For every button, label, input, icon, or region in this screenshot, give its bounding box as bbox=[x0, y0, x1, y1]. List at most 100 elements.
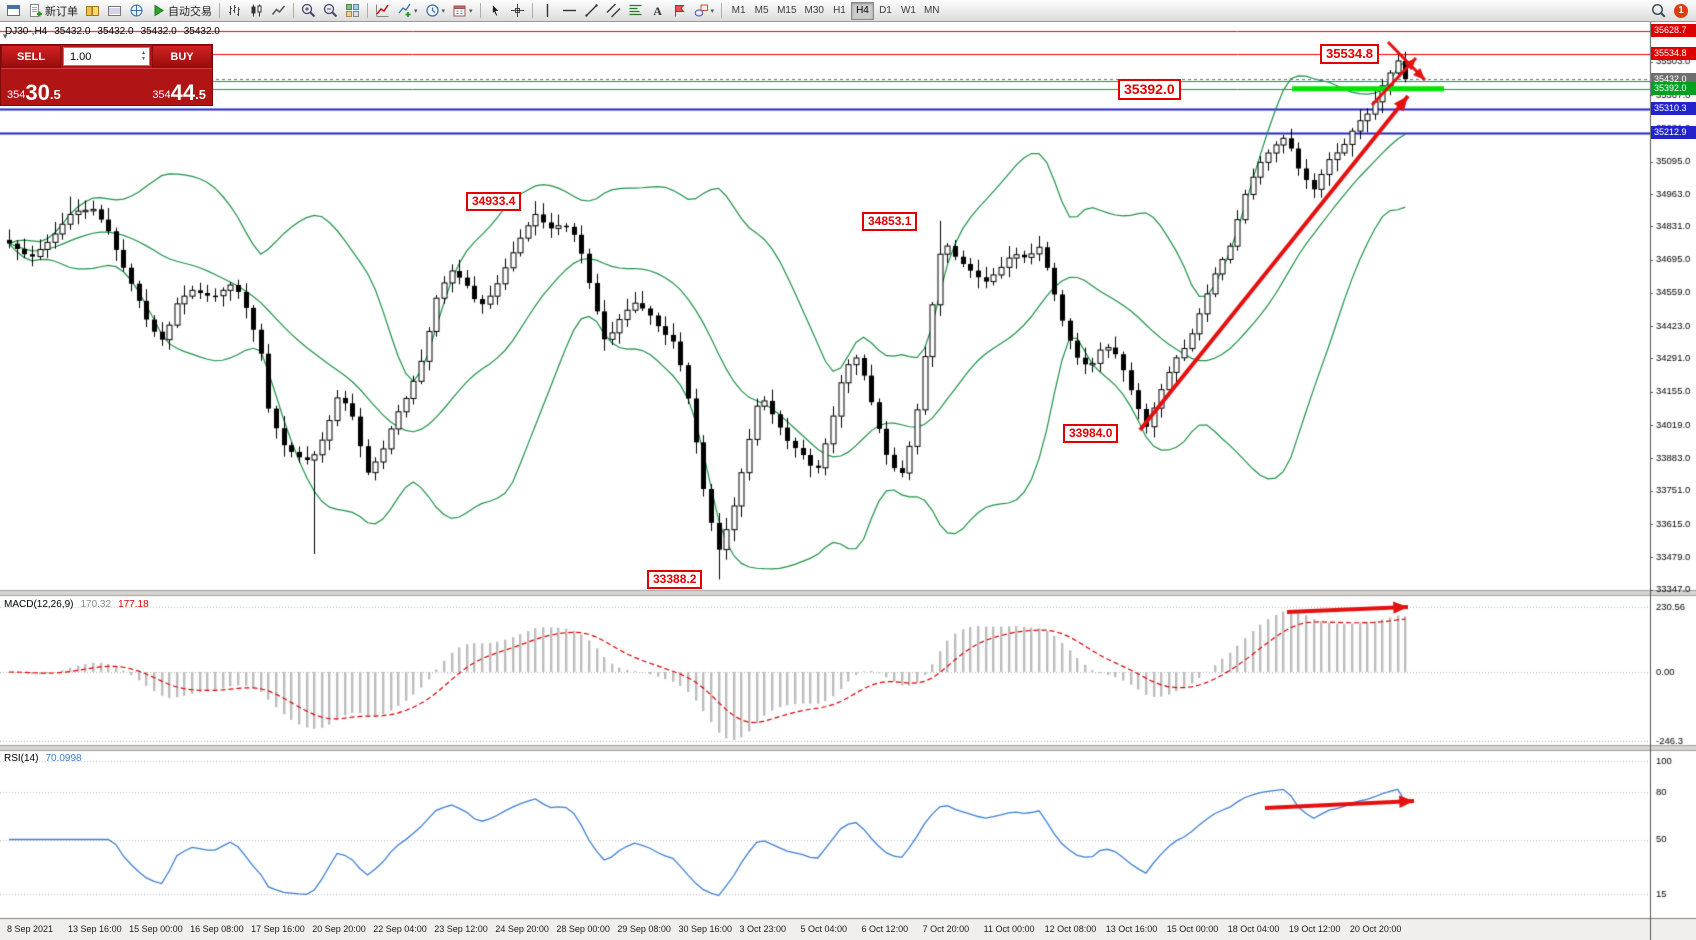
time-axis-label: 11 Oct 00:00 bbox=[983, 924, 1035, 934]
time-axis-label: 30 Sep 16:00 bbox=[678, 924, 732, 934]
time-axis-label: 28 Sep 00:00 bbox=[556, 924, 610, 934]
price-annotation[interactable]: 34853.1 bbox=[862, 212, 918, 232]
price-axis-badge: 35212.9 bbox=[1651, 126, 1696, 139]
templates-button[interactable]: ▾ bbox=[449, 1, 476, 21]
zoom-out-button[interactable] bbox=[320, 1, 341, 21]
main-toolbar: 新订单 自动交易 ▾ ▾ ▾ A ▾ M1 M5 M15 M30 H1 H4 D1 W1 MN 1 bbox=[0, 0, 1696, 22]
timeframe-button-m15[interactable]: M15 bbox=[773, 2, 800, 20]
buy-button[interactable]: BUY bbox=[152, 45, 212, 68]
time-axis-label: 8 Sep 2021 bbox=[7, 924, 54, 934]
time-axis-label: 19 Oct 12:00 bbox=[1288, 924, 1341, 934]
new-order-button-label: 新订单 bbox=[45, 5, 78, 18]
macd-indicator-label: MACD(12,26,9) 170.32 177.18 bbox=[4, 599, 149, 610]
dropdown-arrow-icon: ▾ bbox=[441, 7, 446, 15]
buy-price-big: 44 bbox=[170, 80, 196, 106]
zoom-in-button[interactable] bbox=[298, 1, 319, 21]
sell-price: 354 30.5 bbox=[1, 69, 107, 105]
time-axis-label: 18 Oct 04:00 bbox=[1227, 924, 1280, 934]
tile-windows-button[interactable] bbox=[342, 1, 363, 21]
timeframe-button-h4[interactable]: H4 bbox=[850, 1, 874, 20]
horizontal-line-button[interactable] bbox=[559, 1, 580, 21]
autotrading-button-label: 自动交易 bbox=[168, 5, 212, 18]
new-order-button[interactable]: 新订单 bbox=[25, 1, 81, 21]
sell-price-big: 30 bbox=[25, 80, 50, 106]
time-axis-label: 29 Sep 08:00 bbox=[617, 924, 671, 934]
timeframe-button-m1[interactable]: M1 bbox=[727, 2, 750, 20]
line-chart-button[interactable] bbox=[268, 1, 289, 21]
spinner-up-icon[interactable]: ▲ bbox=[141, 50, 146, 56]
toolbar-buttons: 新订单 自动交易 ▾ ▾ ▾ A ▾ bbox=[3, 1, 725, 21]
ohlc-open: 35432.0 bbox=[54, 26, 91, 37]
rsi-name: RSI(14) bbox=[4, 753, 39, 764]
crosshair-button[interactable] bbox=[507, 1, 528, 21]
navigator-icon[interactable] bbox=[126, 1, 147, 21]
timeframe-button-m30[interactable]: M30 bbox=[801, 2, 828, 20]
dropdown-arrow-icon: ▾ bbox=[710, 7, 715, 15]
price-annotation[interactable]: 35534.8 bbox=[1320, 44, 1379, 65]
notification-badge[interactable]: 1 bbox=[1674, 3, 1688, 18]
chart-window-icon[interactable] bbox=[3, 1, 24, 21]
price-annotation[interactable]: 33388.2 bbox=[647, 570, 703, 590]
time-axis-label: 5 Oct 04:00 bbox=[800, 924, 848, 934]
chart-canvas[interactable] bbox=[0, 22, 1696, 940]
periods-button[interactable]: ▾ bbox=[422, 1, 449, 21]
time-axis-label: 13 Oct 16:00 bbox=[1105, 924, 1158, 934]
search-icon[interactable] bbox=[1648, 1, 1669, 21]
one-click-collapse-arrow[interactable]: ▾ bbox=[3, 31, 8, 41]
toolbar-separator bbox=[531, 3, 533, 18]
price-annotation[interactable]: 35392.0 bbox=[1118, 79, 1181, 101]
time-axis-label: 20 Oct 20:00 bbox=[1349, 924, 1402, 934]
symbol-period-label: DJ30-,H4 bbox=[5, 26, 48, 37]
timeframe-button-mn[interactable]: MN bbox=[920, 2, 944, 20]
label-button[interactable] bbox=[669, 1, 690, 21]
timeframe-button-m5[interactable]: M5 bbox=[750, 2, 773, 20]
vertical-line-button[interactable] bbox=[537, 1, 558, 21]
timeframe-button-h1[interactable]: H1 bbox=[828, 2, 851, 20]
toolbar-separator bbox=[367, 3, 368, 18]
data-window-icon[interactable] bbox=[104, 1, 125, 21]
macd-main-value: 170.32 bbox=[80, 599, 112, 610]
price-annotation[interactable]: 33984.0 bbox=[1063, 424, 1119, 444]
time-axis-label: 24 Sep 20:00 bbox=[495, 924, 549, 934]
macd-signal-value: 177.18 bbox=[118, 599, 149, 610]
time-axis-label: 15 Sep 00:00 bbox=[129, 924, 183, 934]
volume-value: 1.00 bbox=[70, 50, 92, 63]
ohlc-low: 35432.0 bbox=[140, 26, 177, 37]
candlestick-chart-button[interactable] bbox=[246, 1, 267, 21]
time-axis-label: 6 Oct 12:00 bbox=[861, 924, 909, 934]
timeframe-button-d1[interactable]: D1 bbox=[874, 2, 897, 20]
volume-spinner[interactable]: ▲ ▼ bbox=[141, 50, 146, 62]
time-axis-label: 3 Oct 23:00 bbox=[739, 924, 786, 934]
sell-button[interactable]: SELL bbox=[1, 45, 61, 68]
dropdown-arrow-icon: ▾ bbox=[414, 7, 418, 15]
time-axis-label: 22 Sep 04:00 bbox=[373, 924, 427, 934]
market-watch-icon[interactable] bbox=[82, 1, 103, 21]
price-axis-badge: 35628.7 bbox=[1651, 24, 1696, 37]
svg-text:A: A bbox=[653, 4, 662, 18]
fibonacci-button[interactable] bbox=[625, 1, 646, 21]
macd-name: MACD(12,26,9) bbox=[4, 599, 74, 610]
shapes-button[interactable]: ▾ bbox=[691, 1, 718, 21]
time-axis-label: 13 Sep 16:00 bbox=[68, 924, 122, 934]
bar-chart-button[interactable] bbox=[224, 1, 245, 21]
chart-ohlc-header: DJ30-,H4 35432.0 35432.0 35432.0 35432.0 bbox=[5, 26, 220, 37]
volume-input[interactable]: 1.00 ▲ ▼ bbox=[63, 47, 150, 66]
toolbar-separator bbox=[721, 3, 723, 18]
cursor-button[interactable] bbox=[485, 1, 506, 21]
text-button[interactable]: A bbox=[647, 1, 668, 21]
price-axis-badge: 35534.8 bbox=[1651, 47, 1696, 60]
add-indicator-button[interactable]: ▾ bbox=[394, 1, 421, 21]
trendline-button[interactable] bbox=[581, 1, 602, 21]
buy-price-dec: .5 bbox=[195, 87, 206, 102]
indicators-button[interactable] bbox=[372, 1, 393, 21]
timeframe-button-w1[interactable]: W1 bbox=[897, 2, 920, 20]
spinner-down-icon[interactable]: ▼ bbox=[141, 55, 146, 62]
time-axis-label: 7 Oct 20:00 bbox=[922, 924, 970, 934]
time-axis-label: 17 Sep 16:00 bbox=[251, 924, 305, 934]
price-annotation[interactable]: 34933.4 bbox=[466, 192, 522, 212]
time-axis: 8 Sep 2021 13 Sep 16:00 15 Sep 00:00 16 Sep… bbox=[0, 924, 1650, 939]
channel-button[interactable] bbox=[603, 1, 624, 21]
autotrading-button[interactable]: 自动交易 bbox=[148, 1, 215, 21]
